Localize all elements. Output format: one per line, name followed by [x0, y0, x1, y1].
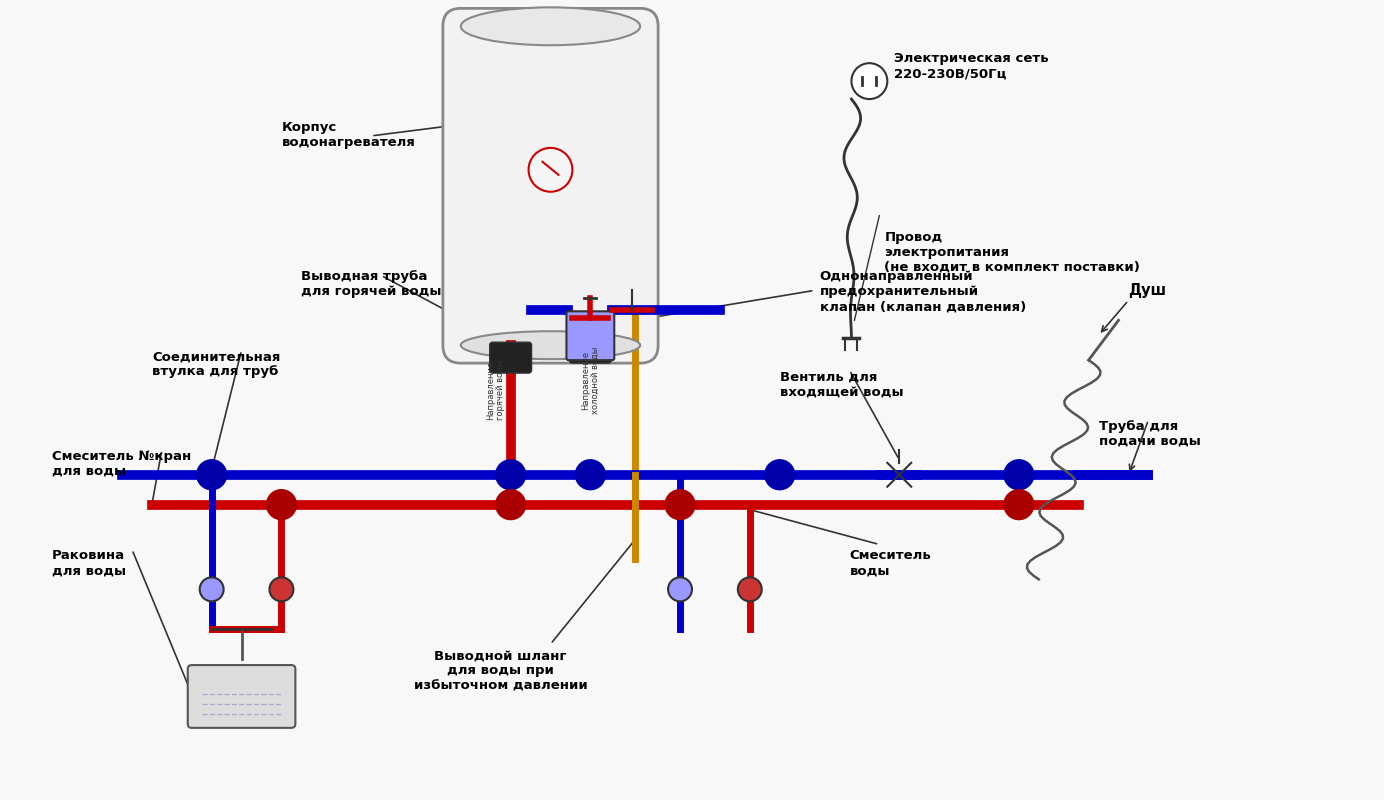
Circle shape [738, 578, 761, 602]
Circle shape [1003, 490, 1034, 519]
Text: Соединительная
втулка для труб: Соединительная втулка для труб [152, 350, 280, 378]
Circle shape [270, 578, 293, 602]
Ellipse shape [461, 331, 641, 359]
Text: Труба для
подачи воды: Труба для подачи воды [1099, 420, 1200, 448]
Circle shape [851, 63, 887, 99]
Circle shape [199, 578, 224, 602]
Text: Провод
электропитания
(не входит в комплект поставки): Провод электропитания (не входит в компл… [884, 230, 1140, 274]
Text: Корпус
водонагревателя: Корпус водонагревателя [281, 121, 415, 149]
Text: Вентиль для
входящей воды: Вентиль для входящей воды [779, 370, 904, 398]
Circle shape [495, 490, 526, 519]
Text: Смеситель
воды: Смеситель воды [850, 550, 931, 578]
FancyBboxPatch shape [566, 311, 614, 360]
FancyBboxPatch shape [569, 332, 612, 363]
Circle shape [765, 460, 794, 490]
Text: Электрическая сеть
220-230В/50Гц: Электрическая сеть 220-230В/50Гц [894, 52, 1049, 80]
Circle shape [666, 490, 695, 519]
Text: Смеситель №кран
для воды: Смеситель №кран для воды [53, 450, 191, 478]
Circle shape [529, 148, 573, 192]
Circle shape [668, 578, 692, 602]
Circle shape [1003, 460, 1034, 490]
Circle shape [267, 490, 296, 519]
Text: Направление
холодной воды: Направление холодной воды [581, 346, 601, 414]
Circle shape [197, 460, 227, 490]
FancyBboxPatch shape [443, 8, 659, 363]
Text: Выводной шланг
для воды при
избыточном давлении: Выводной шланг для воды при избыточном д… [414, 649, 588, 692]
Ellipse shape [461, 7, 641, 46]
Text: Раковина
для воды: Раковина для воды [53, 550, 126, 578]
Text: Выводная труба
для горячей воды: Выводная труба для горячей воды [302, 270, 441, 298]
Circle shape [576, 460, 605, 490]
Circle shape [495, 460, 526, 490]
Text: Однонаправленный
предохранительный
клапан (клапан давления): Однонаправленный предохранительный клапа… [819, 270, 1026, 314]
Text: Направление
горячей воды: Направление горячей воды [486, 360, 505, 420]
Text: Душ: Душ [1128, 283, 1167, 298]
FancyBboxPatch shape [188, 665, 295, 728]
FancyBboxPatch shape [490, 342, 531, 373]
